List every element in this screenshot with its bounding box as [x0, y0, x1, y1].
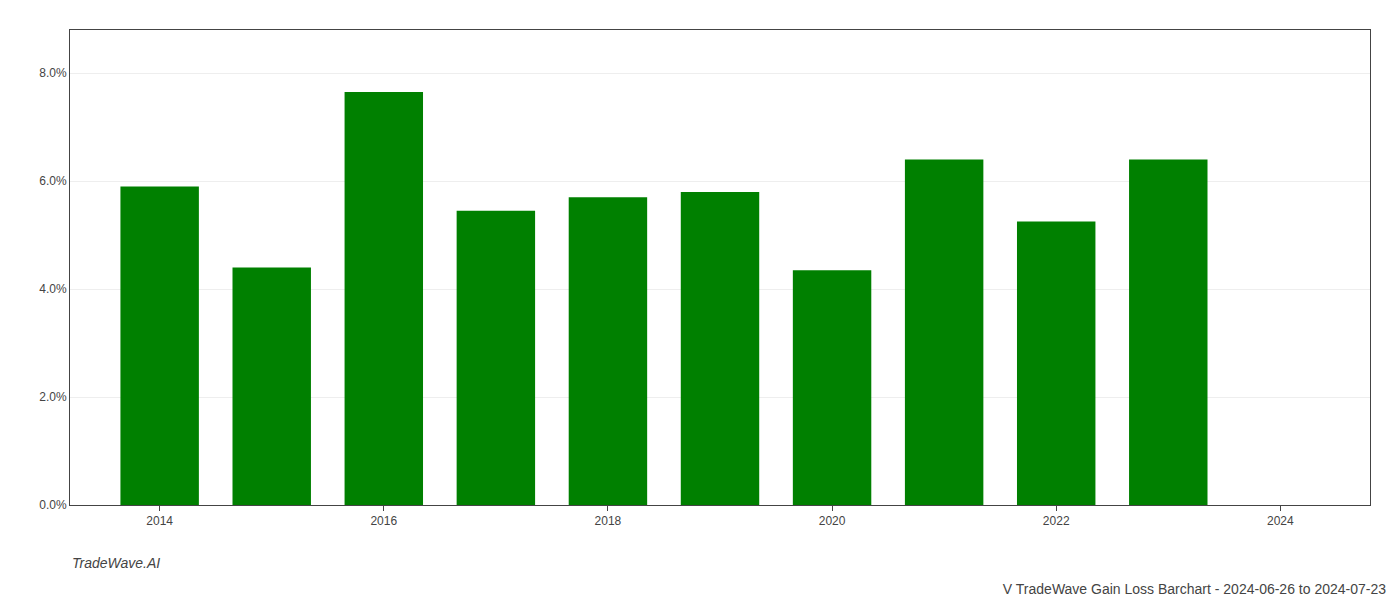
svg-text:V TradeWave Gain Loss Barchart: V TradeWave Gain Loss Barchart - 2024-06…: [1003, 581, 1386, 597]
svg-text:2014: 2014: [146, 514, 173, 528]
svg-text:TradeWave.AI: TradeWave.AI: [72, 555, 160, 571]
svg-text:0.0%: 0.0%: [39, 498, 67, 512]
svg-text:8.0%: 8.0%: [39, 66, 67, 80]
svg-text:6.0%: 6.0%: [39, 174, 67, 188]
svg-text:2018: 2018: [595, 514, 622, 528]
svg-text:4.0%: 4.0%: [39, 282, 67, 296]
svg-text:2020: 2020: [819, 514, 846, 528]
svg-text:2.0%: 2.0%: [39, 390, 67, 404]
svg-text:2016: 2016: [370, 514, 397, 528]
svg-text:2024: 2024: [1267, 514, 1294, 528]
svg-text:2022: 2022: [1043, 514, 1070, 528]
